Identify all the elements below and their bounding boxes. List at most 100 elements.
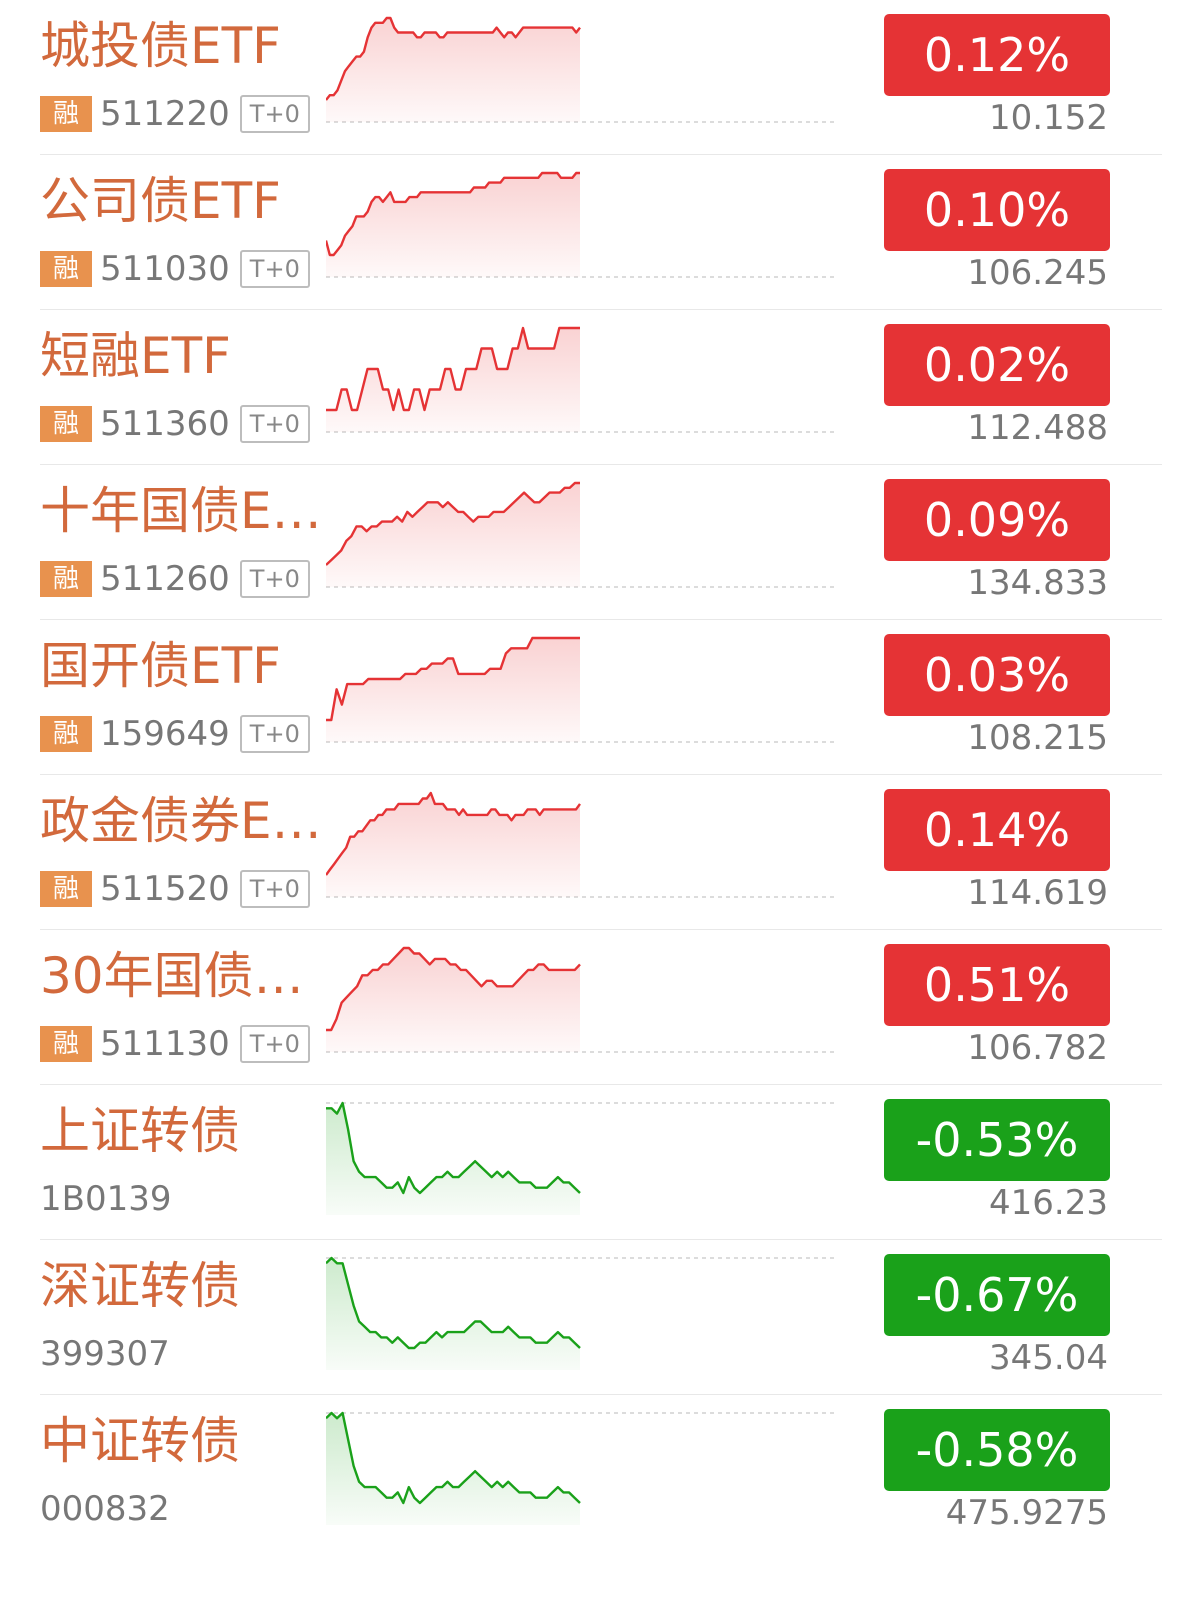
quote-row[interactable]: 30年国债ETF 融 511130 T+0 0.51% 106.782 [0,930,1184,1085]
row-divider [40,309,1162,310]
margin-tag: 融 [40,871,92,907]
intraday-sparkline [326,1256,834,1370]
sparkline-area [326,18,580,122]
change-badge: 0.14% [884,789,1110,871]
sparkline-line [326,481,580,566]
security-meta: 融 511220 T+0 [40,94,310,134]
sparkline-line [326,791,581,876]
t0-tag: T+0 [239,95,310,133]
change-badge: -0.58% [884,1409,1110,1491]
quote-row[interactable]: 国开债ETF 融 159649 T+0 0.03% 108.215 [0,620,1184,775]
sparkline-area [326,1258,580,1370]
last-price: 475.9275 [945,1493,1108,1533]
intraday-sparkline [326,946,834,1053]
margin-tag: 融 [40,561,92,597]
security-code: 000832 [40,1489,170,1529]
security-name: 短融ETF [40,327,231,385]
row-divider [40,464,1162,465]
t0-tag: T+0 [239,715,310,753]
t0-tag: T+0 [239,405,310,443]
sparkline-line [326,171,580,257]
security-meta: 融 511030 T+0 [40,249,310,289]
last-price: 134.833 [967,563,1108,603]
security-code: 511220 [100,94,230,134]
t0-tag: T+0 [239,560,310,598]
margin-tag: 融 [40,251,92,287]
change-badge: 0.02% [884,324,1110,406]
security-meta: 000832 [40,1489,180,1529]
intraday-sparkline [326,636,834,743]
quote-row[interactable]: 中证转债 000832 -0.58% 475.9275 [0,1395,1184,1550]
security-name: 城投债ETF [40,17,281,75]
change-badge: 0.10% [884,169,1110,251]
sparkline-area [326,948,580,1052]
sparkline-area [326,1413,580,1525]
security-meta: 融 511360 T+0 [40,404,310,444]
quote-row[interactable]: 政金债券ETF 融 511520 T+0 0.14% 114.619 [0,775,1184,930]
sparkline-area [326,483,580,587]
t0-tag: T+0 [239,870,310,908]
t0-tag: T+0 [239,1025,310,1063]
security-code: 511360 [100,404,230,444]
sparkline-line [326,326,580,412]
security-name: 30年国债ETF [40,947,330,1005]
last-price: 114.619 [967,873,1108,913]
last-price: 112.488 [967,408,1108,448]
security-code: 511130 [100,1024,230,1064]
margin-tag: 融 [40,716,92,752]
row-divider [40,1084,1162,1085]
intraday-sparkline [326,481,834,588]
row-divider [40,154,1162,155]
quote-row[interactable]: 城投债ETF 融 511220 T+0 0.12% 10.152 [0,0,1184,155]
change-badge: 0.12% [884,14,1110,96]
security-code: 511030 [100,249,230,289]
security-name: 政金债券ETF [40,792,330,850]
sparkline-area [326,173,580,277]
change-badge: 0.51% [884,944,1110,1026]
security-code: 511260 [100,559,230,599]
security-name: 深证转债 [40,1257,240,1315]
quote-row[interactable]: 深证转债 399307 -0.67% 345.04 [0,1240,1184,1395]
last-price: 106.782 [967,1028,1108,1068]
quote-row[interactable]: 公司债ETF 融 511030 T+0 0.10% 106.245 [0,155,1184,310]
security-name: 上证转债 [40,1102,240,1160]
security-code: 399307 [40,1334,170,1374]
quote-row[interactable]: 上证转债 1B0139 -0.53% 416.23 [0,1085,1184,1240]
security-code: 511520 [100,869,230,909]
change-badge: -0.53% [884,1099,1110,1181]
change-badge: 0.09% [884,479,1110,561]
last-price: 10.152 [989,98,1108,138]
quote-row[interactable]: 十年国债ETF 融 511260 T+0 0.09% 134.833 [0,465,1184,620]
last-price: 106.245 [967,253,1108,293]
sparkline-line [326,1101,581,1195]
row-divider [40,774,1162,775]
intraday-sparkline [326,326,834,433]
security-meta: 融 511520 T+0 [40,869,310,909]
sparkline-line [326,1411,581,1505]
row-divider [40,1394,1162,1395]
margin-tag: 融 [40,1026,92,1062]
security-name: 中证转债 [40,1412,240,1470]
last-price: 108.215 [967,718,1108,758]
intraday-sparkline [326,1411,834,1525]
intraday-sparkline [326,1101,834,1215]
intraday-sparkline [326,791,834,898]
t0-tag: T+0 [239,250,310,288]
security-meta: 399307 [40,1334,180,1374]
row-divider [40,619,1162,620]
intraday-sparkline [326,171,834,278]
change-badge: -0.67% [884,1254,1110,1336]
security-meta: 融 511130 T+0 [40,1024,310,1064]
security-meta: 1B0139 [40,1179,181,1219]
sparkline-line [326,636,580,722]
security-meta: 融 159649 T+0 [40,714,310,754]
sparkline-line [326,946,581,1032]
sparkline-line [326,1256,581,1350]
intraday-sparkline [326,16,834,123]
security-name: 国开债ETF [40,637,281,695]
margin-tag: 融 [40,406,92,442]
quote-row[interactable]: 短融ETF 融 511360 T+0 0.02% 112.488 [0,310,1184,465]
change-badge: 0.03% [884,634,1110,716]
security-code: 1B0139 [40,1179,172,1219]
